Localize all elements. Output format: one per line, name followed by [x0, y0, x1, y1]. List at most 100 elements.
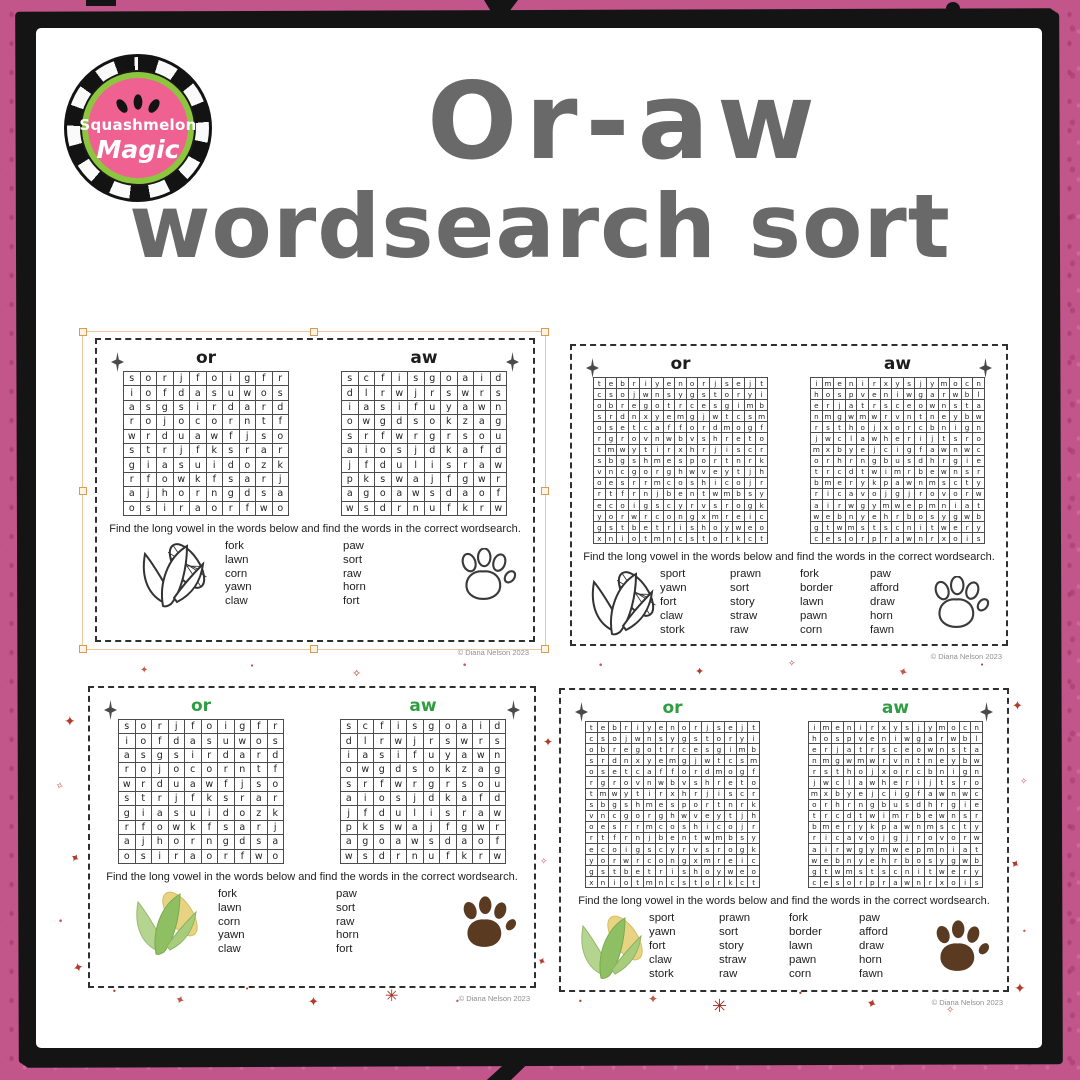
grid-cell: i [914, 521, 927, 534]
grid-cell: r [697, 443, 710, 456]
selection-handle[interactable] [79, 645, 87, 653]
grid-cell: o [608, 732, 621, 745]
grid-cell: s [627, 454, 641, 467]
grid-cell: i [709, 476, 722, 489]
grid-cell: c [593, 388, 606, 401]
grid-cell: u [422, 747, 440, 764]
grid-cell: a [455, 747, 473, 764]
grid-cell: i [389, 718, 407, 735]
grid-cell: o [854, 765, 867, 778]
grid-cell: s [662, 388, 676, 401]
grid-cell: e [743, 521, 757, 534]
grid-cell: g [912, 732, 925, 745]
grid-cell: a [889, 820, 902, 833]
grid-cell: o [472, 776, 490, 792]
grid-cell: r [735, 798, 749, 811]
grid-cell: a [340, 834, 358, 850]
grid-cell: h [877, 776, 891, 789]
grid-cell: j [167, 718, 185, 735]
grid-cell: j [266, 819, 284, 836]
grid-cell: o [949, 532, 962, 545]
grid-cell: o [156, 471, 174, 488]
selection-handle[interactable] [310, 645, 318, 653]
grid-cell: w [472, 819, 490, 836]
grid-cell: e [724, 854, 737, 867]
grid-cell: w [972, 410, 985, 423]
grid-cell: w [709, 487, 722, 501]
grid-cell: i [879, 465, 893, 478]
grid-cell: h [631, 798, 644, 811]
grid-cell: r [842, 798, 856, 811]
grid-cell: m [651, 532, 664, 545]
grid-cell: j [868, 443, 881, 456]
grid-cell: y [854, 854, 867, 867]
grid-cell: a [156, 457, 174, 473]
grid-cell: k [732, 532, 745, 545]
grid-cell: p [677, 798, 691, 811]
grid-cell: r [685, 499, 699, 512]
grid-cell: s [947, 776, 960, 789]
grid-cell: g [422, 776, 440, 792]
selection-handle[interactable] [79, 486, 87, 495]
grid-cell: g [616, 454, 629, 467]
grid-cell: d [233, 834, 251, 850]
grid-cell: s [685, 521, 699, 534]
grid-cell: o [891, 421, 904, 434]
grid-cell: n [912, 820, 925, 833]
grid-cell: d [374, 500, 392, 516]
grid-cell: o [808, 798, 821, 811]
grid-cell: t [819, 865, 833, 878]
grid-cell: s [677, 820, 691, 833]
grid-cell: b [831, 787, 844, 800]
grid-cell: y [924, 720, 937, 734]
grid-cell: c [654, 843, 668, 856]
selection-handle[interactable] [541, 486, 549, 495]
grid-cell: i [810, 376, 823, 390]
grid-cell: i [619, 843, 633, 856]
grid-cell: s [118, 718, 136, 735]
grid-cell: p [877, 820, 891, 833]
grid-cell: b [732, 487, 745, 501]
grid-cell: e [689, 743, 702, 756]
selection-handle[interactable] [541, 328, 549, 336]
grid-cell: c [666, 876, 679, 889]
selection-outline[interactable] [79, 328, 549, 653]
grid-cell: i [472, 718, 490, 735]
selection-handle[interactable] [79, 328, 87, 336]
grid-cell: i [639, 376, 652, 390]
grid-cell: w [935, 865, 949, 878]
grid-cell: m [709, 510, 722, 523]
grid-cell: r [233, 790, 251, 807]
grid-cell: g [374, 414, 392, 430]
selection-handle[interactable] [541, 645, 549, 653]
grid-cell: w [937, 521, 951, 534]
grid-cell: a [972, 399, 985, 412]
grid-cell: r [842, 820, 856, 833]
word-item: yawn [649, 926, 676, 939]
grid-cell: r [900, 776, 914, 789]
grid-cell: y [735, 732, 749, 745]
grid-cell: a [856, 432, 869, 445]
grid-cell: g [639, 499, 652, 512]
selection-handle[interactable] [310, 328, 318, 336]
instruction-text: Find the long vowel in the words below a… [106, 870, 518, 883]
grid-cell: y [627, 443, 641, 456]
grid-cell: g [639, 399, 652, 412]
grid-cell: w [842, 754, 856, 767]
grid-cell: w [627, 510, 641, 523]
grid-cell: i [747, 732, 760, 745]
grid-cell: h [151, 834, 169, 850]
grid-cell: s [654, 732, 668, 745]
word-item: fork [789, 912, 808, 925]
grid-cell: e [619, 743, 633, 756]
grid-cell: k [755, 454, 768, 467]
grid-cell: s [821, 421, 835, 434]
grid-cell: m [926, 499, 939, 512]
grid-cell: d [488, 718, 506, 735]
grid-cell: e [833, 376, 846, 390]
grid-cell: j [156, 414, 174, 430]
